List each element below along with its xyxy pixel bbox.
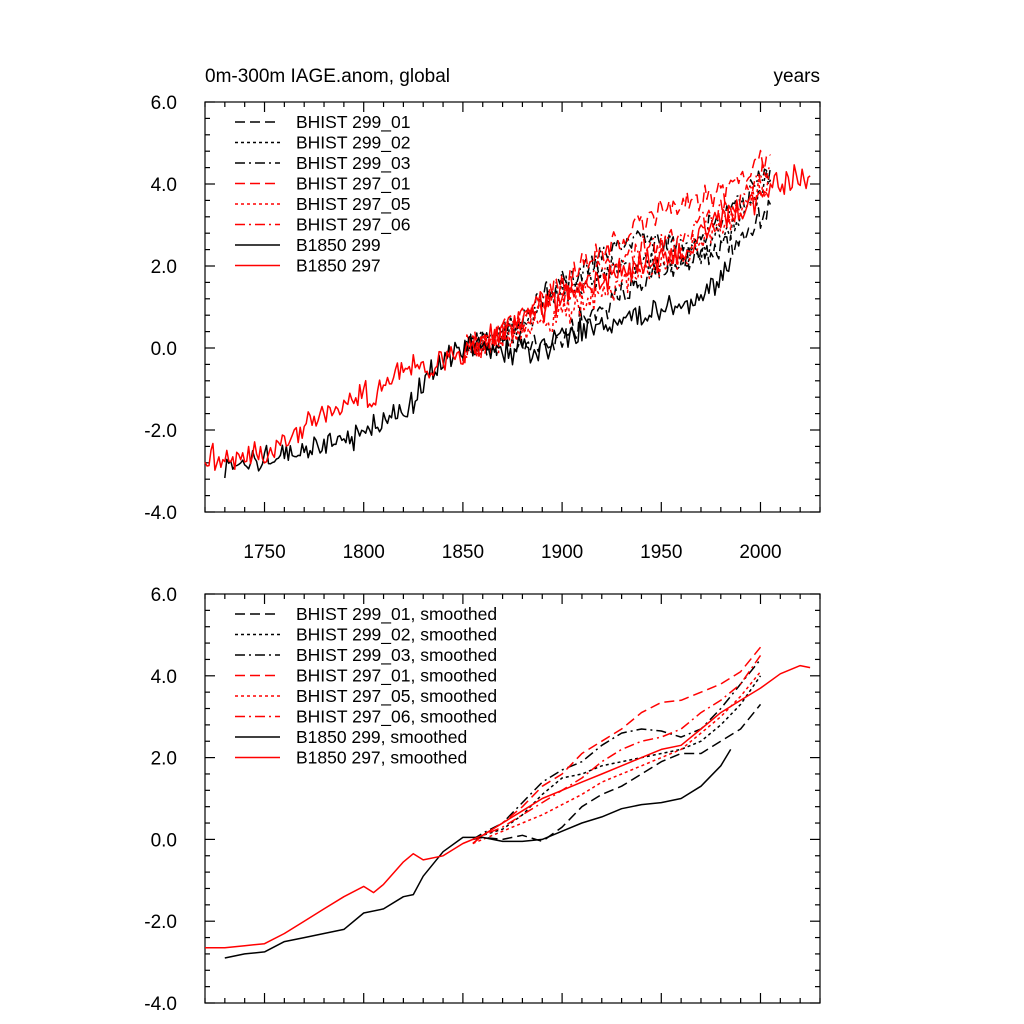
legend-entry: BHIST 299_01, smoothed [296,604,497,625]
y-tick-label: -2.0 [144,421,177,442]
legend-entry: BHIST 299_03, smoothed [296,645,497,666]
legend-entry: B1850 297 [296,256,381,276]
legend-entry: B1850 299 [296,235,381,255]
series-line [205,664,811,949]
plot-frame [204,101,821,513]
y-tick-label: 2.0 [151,257,177,278]
x-tick-label: 2000 [739,542,781,563]
legend-entry: BHIST 297_01, smoothed [296,666,497,687]
legend-entry: BHIST 297_06, smoothed [296,707,497,728]
y-tick-label: 0.0 [151,339,177,360]
legend-entry: BHIST 299_01 [296,112,410,133]
x-tick-label: 1800 [343,542,385,563]
series-line [204,164,811,471]
chart-title: 0m-300m IAGE.anom, global [205,66,450,87]
top-panel: 1750 1800 1850 1900 1950 2000 -4.0 -2.0 0.0 2.0 4.… [144,66,821,563]
series-line [472,675,762,841]
legend-entry: BHIST 299_02 [296,133,410,154]
x-tick-label: 1950 [640,542,682,563]
legend-entry: BHIST 297_05, smoothed [296,686,497,707]
y-tick-label: 4.0 [151,667,177,688]
legend-entry: BHIST 299_03 [296,153,410,174]
x-tick-label: 1900 [541,542,583,563]
series-line [462,199,772,361]
legend-entry: BHIST 297_01 [296,174,410,195]
series-line [472,703,762,843]
legend-entry: BHIST 297_06 [296,215,410,236]
units-label: years [774,66,820,87]
legend-entry: BHIST 299_02, smoothed [296,625,497,646]
y-tick-label: 6.0 [151,93,177,114]
y-tick-label: 4.0 [151,175,177,196]
series-line [462,175,772,365]
series-line [472,646,762,845]
x-tick-label: 1750 [243,542,285,563]
series-line [472,654,762,845]
y-tick-label: -2.0 [144,912,177,933]
y-tick-label: 0.0 [151,830,177,851]
legend-entry: B1850 299, smoothed [296,727,467,747]
y-tick-label: 6.0 [151,585,177,606]
y-tick-label: -4.0 [144,503,177,524]
legend-entry: BHIST 297_05 [296,194,410,215]
series-line [472,671,762,845]
series-line [224,749,732,959]
y-tick-label: -4.0 [144,994,177,1015]
y-tick-label: 2.0 [151,749,177,770]
series-line [462,161,772,360]
bottom-panel: -4.0 -2.0 0.0 2.0 4.0 6.0 BHIST 299_01, smooth… [144,585,821,1015]
series-line [472,658,762,841]
plot-frame [204,593,821,1004]
series-line [224,257,732,479]
x-tick-label: 1850 [442,542,484,563]
legend-entry: B1850 297, smoothed [296,748,467,768]
